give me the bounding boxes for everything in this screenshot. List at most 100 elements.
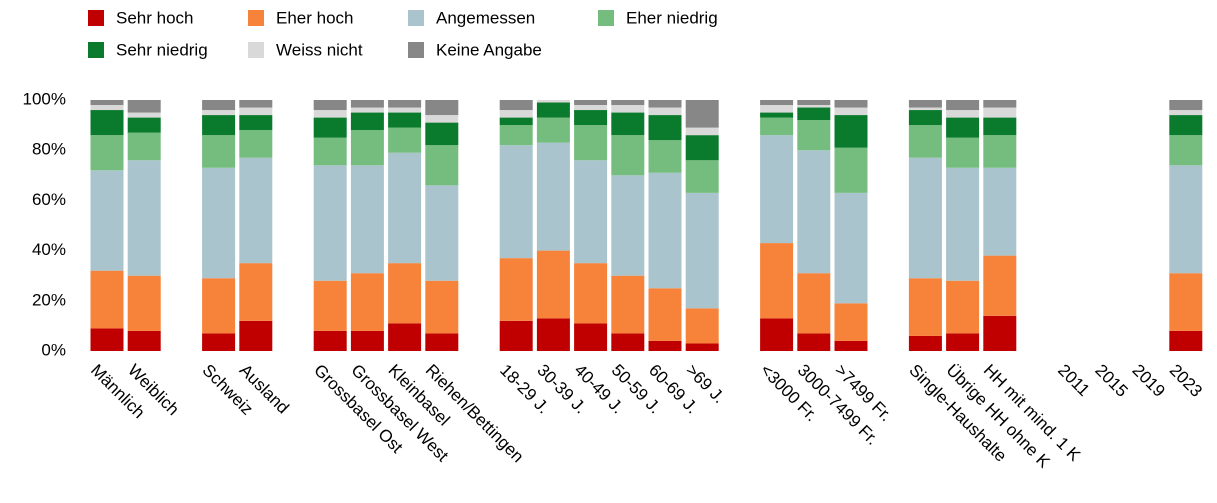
bar-segment xyxy=(1169,135,1203,166)
bar-segment xyxy=(574,100,608,106)
bar-segment xyxy=(90,328,124,351)
bar-segment xyxy=(239,263,273,321)
bar-segment xyxy=(388,263,422,324)
legend-label: Weiss nicht xyxy=(276,40,363,59)
bar-segment xyxy=(908,125,942,158)
bar-segment xyxy=(797,150,831,274)
bar-segment xyxy=(499,145,533,259)
bar-segment xyxy=(313,165,347,281)
bar-segment xyxy=(127,132,161,161)
bar-segment xyxy=(388,152,422,264)
bar-segment xyxy=(313,137,347,166)
bar-segment xyxy=(983,107,1017,118)
bar-segment xyxy=(1169,330,1203,351)
bar-segment xyxy=(90,135,124,171)
bar-segment xyxy=(127,160,161,276)
legend-label: Eher hoch xyxy=(276,8,354,27)
bar-segment xyxy=(90,105,124,111)
bar-segment xyxy=(760,112,794,118)
y-tick-label: 100% xyxy=(23,89,66,108)
bar-segment xyxy=(1169,115,1203,136)
x-tick-label: 2023 xyxy=(1166,361,1206,401)
bar-segment xyxy=(350,165,384,274)
bar-segment xyxy=(685,308,719,344)
bar-segment xyxy=(983,135,1017,168)
bar-segment xyxy=(202,278,236,334)
bar-segment xyxy=(611,105,645,113)
bar-segment xyxy=(648,107,682,116)
bar-segment xyxy=(834,303,868,341)
bar-segment xyxy=(90,170,124,271)
bar-segment xyxy=(946,100,980,111)
bar-segment xyxy=(797,100,831,106)
bar-segment xyxy=(350,273,384,331)
bar-segment xyxy=(90,270,124,329)
bar-segment xyxy=(611,100,645,106)
bar-segment xyxy=(1169,273,1203,331)
bar-segment xyxy=(908,278,942,336)
bar-segment xyxy=(685,160,719,193)
bar-segment xyxy=(202,115,236,136)
bar-segment xyxy=(611,175,645,276)
bar-segment xyxy=(760,243,794,319)
bar-segment xyxy=(202,110,236,116)
bar-segment xyxy=(1169,165,1203,274)
y-tick-label: 20% xyxy=(32,290,66,309)
bar-segment xyxy=(202,100,236,111)
bar-segment xyxy=(760,117,794,136)
x-tick-label: 2015 xyxy=(1091,361,1131,401)
bar-segment xyxy=(313,110,347,118)
bar-segment xyxy=(946,333,980,351)
bar-segment xyxy=(536,100,570,103)
bar-segment xyxy=(127,117,161,133)
bar-segment xyxy=(648,172,682,289)
bar-segment xyxy=(499,110,533,118)
bar-segment xyxy=(536,117,570,143)
bar-segment xyxy=(611,333,645,351)
bar-segment xyxy=(648,340,682,351)
bar-segment xyxy=(685,100,719,128)
x-tick-label: 2011 xyxy=(1054,361,1093,400)
bar-segment xyxy=(202,135,236,168)
bar-segment xyxy=(983,315,1017,351)
bar-segment xyxy=(313,330,347,351)
bar-segment xyxy=(425,280,459,334)
bar-segment xyxy=(908,157,942,279)
bar-segment xyxy=(946,280,980,334)
bar-segment xyxy=(127,330,161,351)
bar-segment xyxy=(350,100,384,108)
bar-segment xyxy=(90,100,124,106)
legend-swatch xyxy=(408,10,424,26)
bar-segment xyxy=(350,112,384,131)
legend-swatch xyxy=(88,42,104,58)
bar-segment xyxy=(908,107,942,111)
legend-swatch xyxy=(598,10,614,26)
bar-segment xyxy=(574,110,608,126)
bar-segment xyxy=(202,333,236,351)
bar-segment xyxy=(574,323,608,351)
bar-segment xyxy=(648,288,682,341)
bar-segment xyxy=(425,145,459,186)
bar-segment xyxy=(648,115,682,141)
bar-segment xyxy=(611,135,645,176)
bar-segment xyxy=(834,100,868,108)
bar-segment xyxy=(1169,100,1203,111)
bar-segment xyxy=(946,117,980,138)
bar-segment xyxy=(313,117,347,138)
bar-segment xyxy=(536,250,570,319)
bar-segment xyxy=(350,130,384,166)
bar-segment xyxy=(313,280,347,331)
bar-segment xyxy=(239,320,273,351)
bar-segment xyxy=(797,105,831,108)
bar-segment xyxy=(499,125,533,146)
bar-segment xyxy=(239,130,273,158)
bar-segment xyxy=(611,112,645,136)
bar-segment xyxy=(127,100,161,113)
bar-segment xyxy=(834,192,868,304)
bar-segment xyxy=(648,100,682,108)
bar-segment xyxy=(388,112,422,128)
bar-segment xyxy=(908,100,942,108)
bar-segment xyxy=(908,335,942,351)
bar-segment xyxy=(90,110,124,136)
